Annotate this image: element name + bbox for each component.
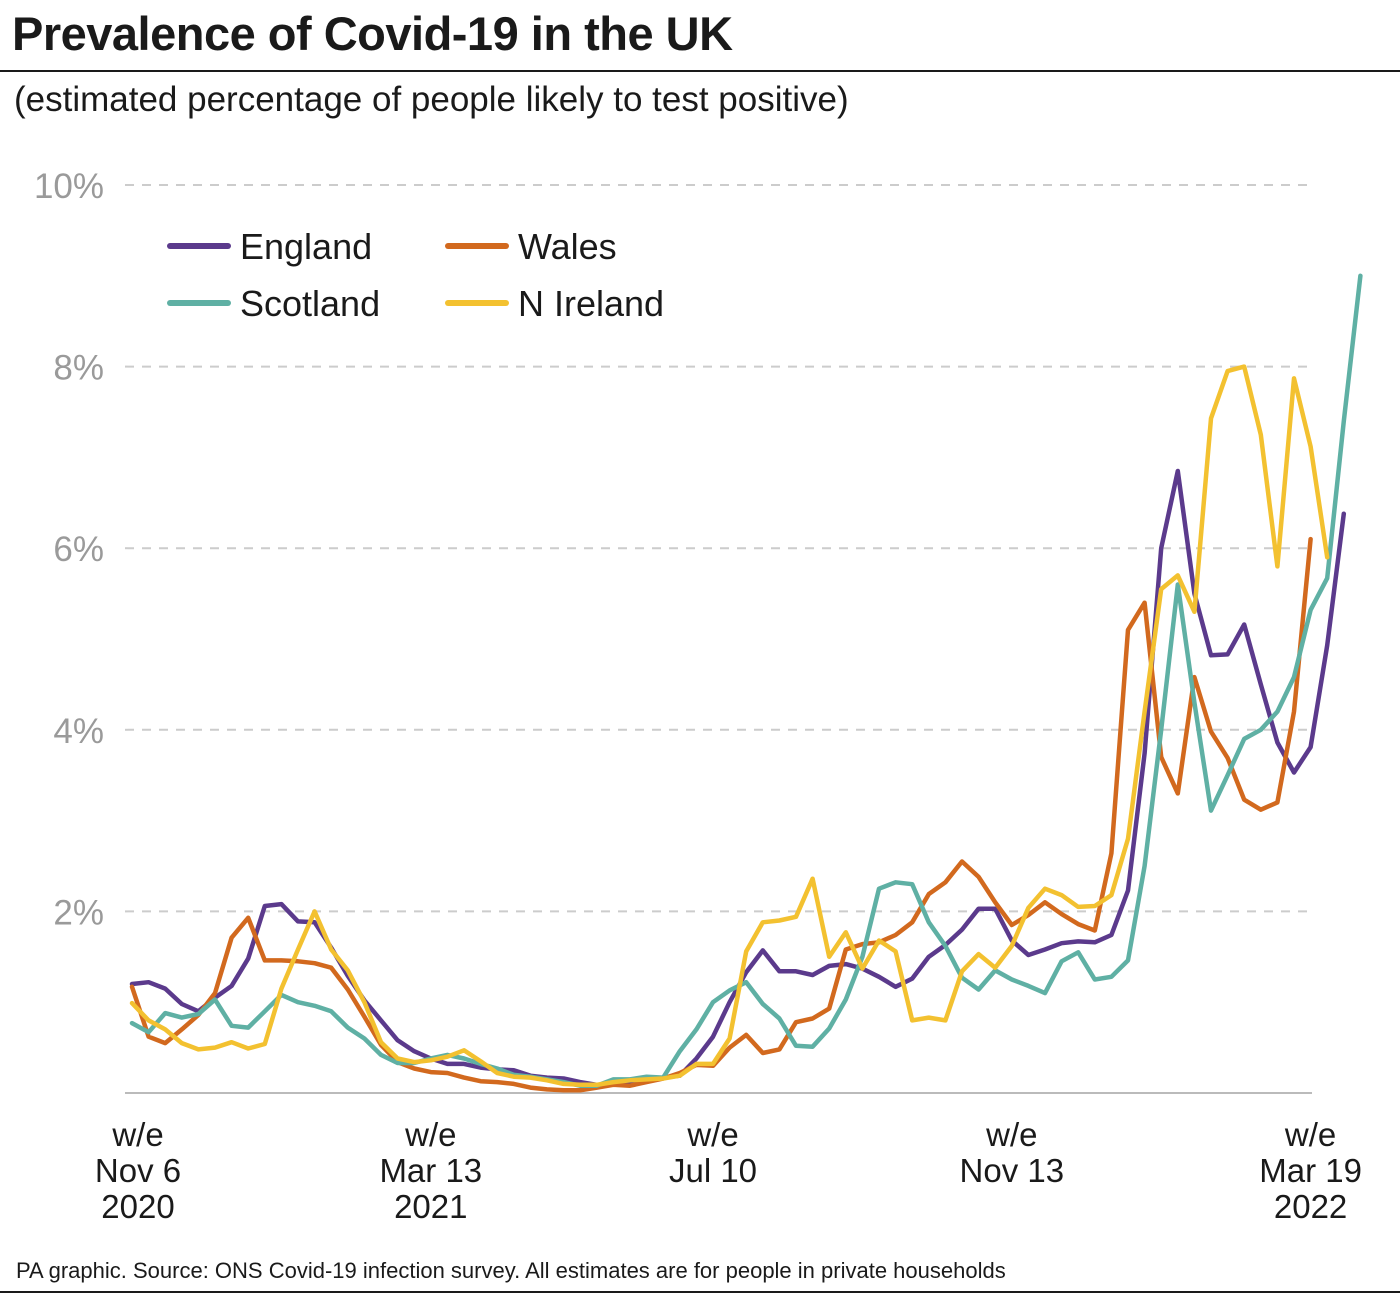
series-line-wales [129, 536, 1313, 1093]
legend-label-n-ireland: N Ireland [518, 283, 664, 324]
y-tick-label: 2% [53, 893, 104, 932]
y-tick-label: 6% [53, 530, 104, 569]
series-line-scotland [129, 273, 1363, 1088]
series-lines [129, 273, 1363, 1093]
source-note: PA graphic. Source: ONS Covid-19 infecti… [16, 1258, 1006, 1283]
legend: England Scotland Wales N Ireland [167, 226, 664, 324]
x-tick-label: Mar 19 [1259, 1152, 1362, 1189]
x-tick-label: 2021 [394, 1188, 467, 1225]
chart-title: Prevalence of Covid-19 in the UK [12, 7, 733, 60]
gridlines [125, 184, 1312, 913]
x-tick-label: Mar 13 [379, 1152, 482, 1189]
y-tick-label: 10% [34, 167, 104, 206]
series-line-n-ireland [129, 364, 1330, 1088]
x-tick-label: w/e [111, 1116, 163, 1153]
chart-subtitle: (estimated percentage of people likely t… [14, 80, 849, 119]
legend-label-wales: Wales [518, 226, 617, 267]
y-tick-label: 8% [53, 349, 104, 388]
x-tick-label: 2020 [101, 1188, 174, 1225]
y-tick-label: 4% [53, 712, 104, 751]
x-tick-label: w/e [985, 1116, 1037, 1153]
legend-label-scotland: Scotland [240, 283, 380, 324]
bottom-divider [0, 1291, 1400, 1293]
legend-label-england: England [240, 226, 372, 267]
x-tick-label: w/e [1284, 1116, 1336, 1153]
x-tick-label: w/e [686, 1116, 738, 1153]
x-tick-label: 2022 [1274, 1188, 1347, 1225]
x-tick-label: Nov 13 [960, 1152, 1065, 1189]
x-tick-label: w/e [404, 1116, 456, 1153]
y-axis-ticks: 2% 4% 6% 8% 10% [34, 167, 104, 932]
title-divider [0, 70, 1400, 72]
x-tick-label: Nov 6 [95, 1152, 181, 1189]
x-tick-label: Jul 10 [669, 1152, 757, 1189]
